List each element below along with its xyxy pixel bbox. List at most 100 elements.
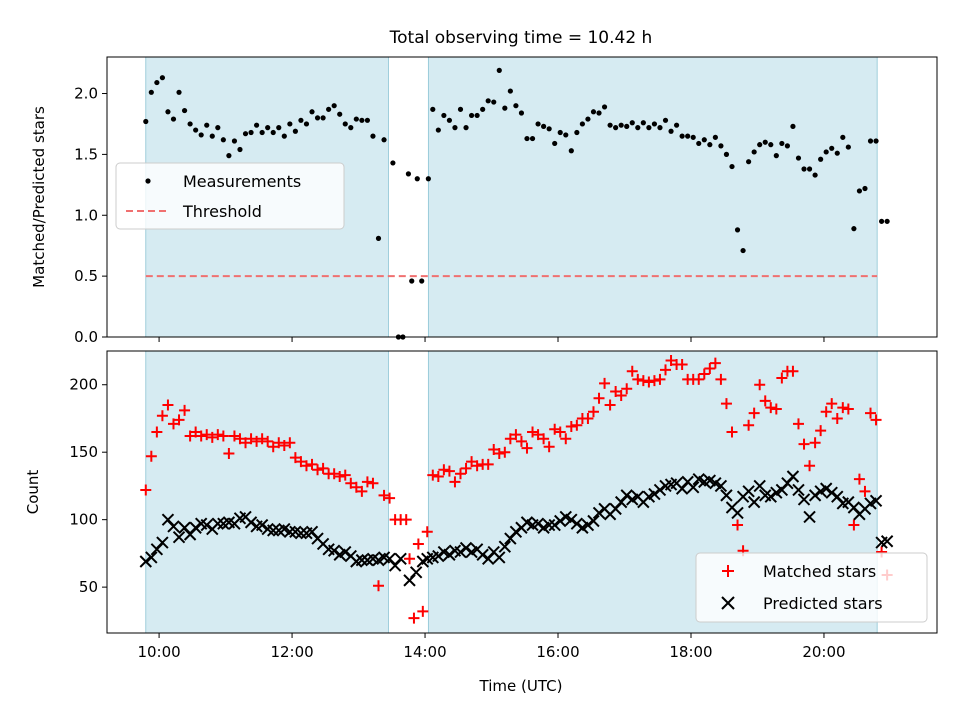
legend-matched-marker	[722, 565, 734, 577]
predicted-star-point	[403, 574, 416, 587]
bottom-y-axis: 50 100 150 200	[69, 376, 107, 596]
measurement-point	[585, 116, 591, 122]
top-observing-windows	[145, 56, 878, 338]
measurement-point	[259, 129, 265, 136]
matched-star-point	[820, 406, 832, 418]
predicted-star-point	[283, 525, 297, 539]
measurement-point	[701, 137, 707, 143]
measurement-point	[143, 118, 149, 125]
matched-star-point	[245, 433, 257, 445]
bottom-panel: 50 100 150 200 10:00 12:00 14:00 16:00 18:00 20:…	[24, 350, 938, 695]
predicted-star-point	[548, 518, 561, 532]
matched-star-point	[212, 429, 224, 441]
measurement-point	[337, 111, 343, 117]
measurements-series	[143, 67, 890, 340]
measurement-point	[784, 143, 791, 149]
predicted-star-point	[476, 548, 489, 561]
measurement-point	[154, 79, 160, 86]
measurement-point	[552, 140, 558, 147]
measurement-point	[662, 117, 669, 123]
matched-star-point	[848, 519, 860, 531]
measurement-point	[303, 121, 310, 127]
measurement-point	[607, 122, 613, 128]
measurement-point	[529, 135, 536, 142]
measurement-point	[502, 105, 508, 111]
matched-star-point	[361, 476, 373, 488]
legend-matched-label: Matched stars	[763, 562, 876, 581]
measurement-point	[159, 75, 166, 81]
predicted-star-point	[432, 549, 445, 563]
matched-star-point	[615, 390, 627, 402]
predicted-star-point	[808, 489, 822, 502]
predicted-star-point	[792, 483, 805, 497]
matched-star-point	[167, 418, 179, 430]
matched-star-point	[582, 412, 594, 424]
measurement-point	[446, 117, 453, 123]
predicted-star-point	[255, 518, 269, 532]
top-y-axis-label: Matched/Predicted stars	[30, 106, 48, 288]
matched-star-point	[267, 441, 279, 453]
predicted-star-point	[592, 506, 606, 520]
matched-star-point	[648, 375, 660, 387]
measurement-point	[198, 132, 204, 138]
matched-star-point	[527, 426, 539, 438]
measurement-point	[635, 125, 641, 131]
matched-star-point	[698, 368, 710, 380]
top-legend: Measurements Threshold	[115, 162, 345, 230]
x-tick-label: 12:00	[270, 643, 313, 661]
measurement-point	[806, 166, 813, 172]
measurement-point	[596, 110, 602, 116]
matched-star-point	[865, 407, 877, 419]
measurement-point	[790, 123, 796, 129]
measurement-point	[414, 176, 420, 182]
matched-star-point	[234, 433, 246, 445]
predicted-star-point	[620, 489, 633, 502]
measurement-point	[409, 278, 415, 284]
matched-star-point	[400, 514, 412, 526]
predicted-star-point	[764, 490, 777, 503]
top-panel: 0.00.51.01.52.0 Matched/Predicted stars …	[30, 56, 938, 346]
matched-star-point	[715, 373, 727, 385]
predicted-star-point	[493, 551, 506, 564]
bottom-y-tick-label: 100	[69, 511, 98, 529]
matched-star-point	[300, 460, 312, 472]
matched-stars-series	[140, 354, 893, 624]
matched-star-point	[720, 398, 732, 410]
measurement-point	[463, 125, 469, 131]
matched-star-point	[482, 458, 494, 470]
matched-star-point	[571, 419, 583, 431]
matched-star-point	[637, 375, 649, 387]
measurement-point	[496, 67, 502, 73]
measurement-point	[425, 176, 431, 182]
predicted-star-point	[167, 520, 180, 533]
measurement-point	[400, 334, 406, 340]
measurement-point	[395, 334, 402, 340]
measurement-point	[265, 125, 271, 131]
matched-star-point	[384, 492, 396, 504]
matched-star-point	[273, 437, 285, 449]
predicted-star-point	[145, 551, 158, 564]
matched-star-point	[515, 435, 527, 447]
measurement-point	[535, 121, 541, 127]
predicted-star-point	[653, 483, 667, 497]
matched-star-point	[466, 456, 478, 468]
measurement-point	[845, 144, 851, 150]
measurement-point	[226, 153, 232, 159]
measurement-point	[862, 185, 868, 192]
matched-star-point	[754, 379, 766, 391]
measurement-point	[696, 140, 702, 147]
matched-star-point	[510, 429, 522, 441]
predicted-star-point	[714, 479, 728, 493]
matched-star-point	[676, 358, 688, 370]
matched-star-point	[604, 399, 616, 411]
matched-star-point	[743, 419, 755, 431]
measurement-point	[878, 218, 885, 224]
measurement-point	[364, 117, 371, 123]
matched-star-point	[504, 433, 516, 445]
matched-star-point	[765, 402, 777, 414]
matched-star-point	[770, 403, 782, 415]
matched-star-point	[278, 439, 290, 451]
matched-star-point	[443, 465, 455, 477]
matched-star-point	[759, 395, 771, 407]
